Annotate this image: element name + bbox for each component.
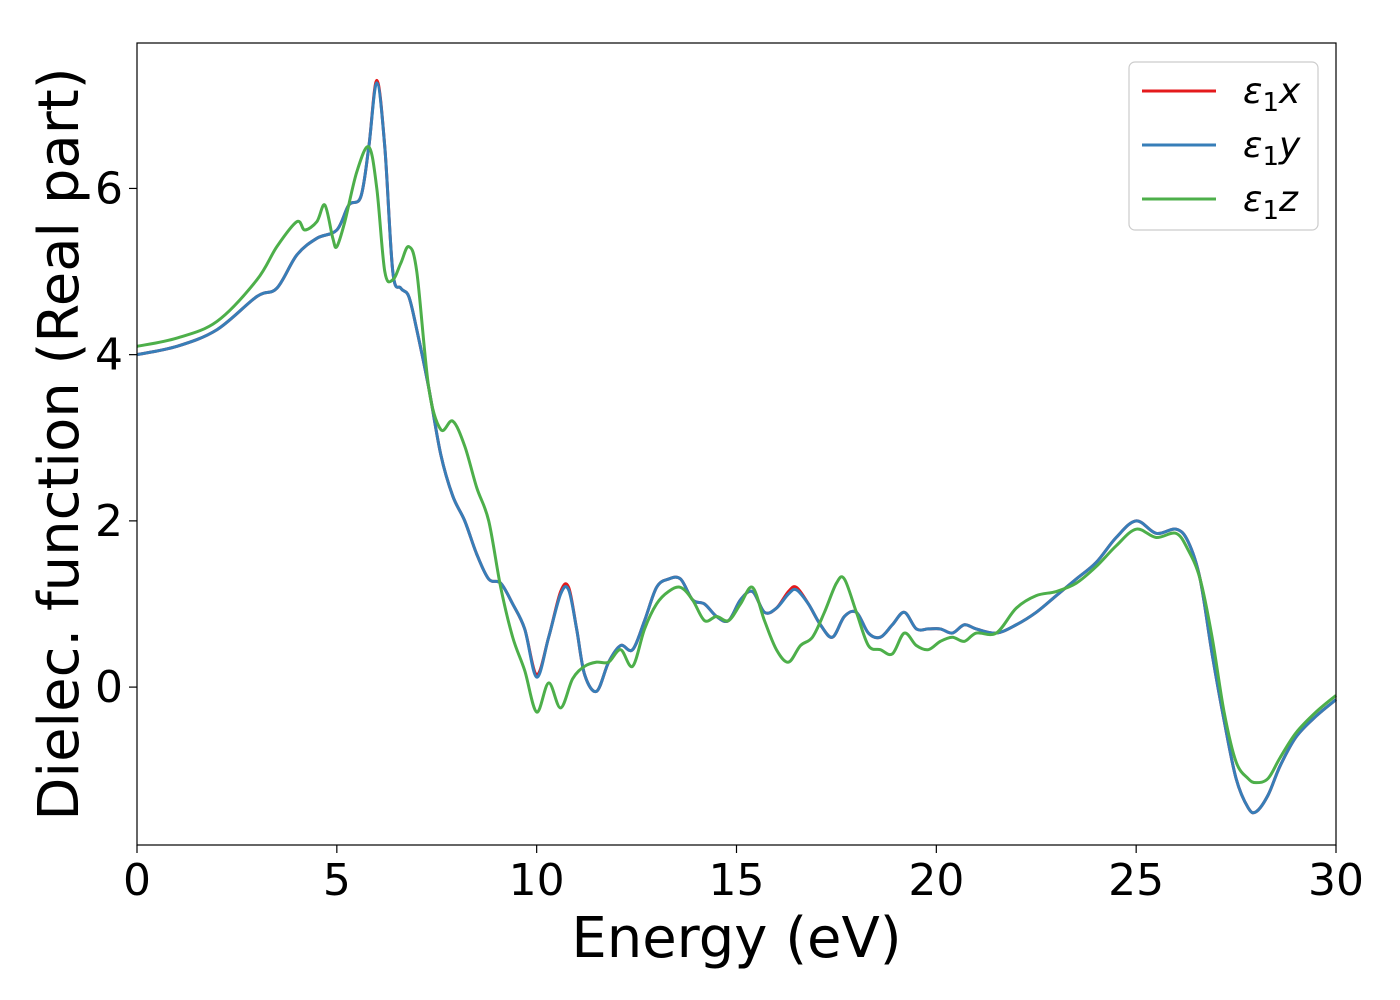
x-axis-ticks: 0 5 10 15 20 25 30	[123, 845, 1364, 906]
legend-items: ε1x ε1y ε1z	[1142, 71, 1301, 226]
x-tick-label: 25	[1108, 855, 1164, 906]
y-axis-label: Dielec. function (Real part)	[27, 67, 92, 820]
series-line-z	[136, 145, 1337, 785]
plot-frame	[136, 42, 1337, 846]
series-layer	[136, 78, 1337, 815]
y-tick-label: 2	[95, 496, 123, 547]
x-tick-label: 30	[1308, 855, 1364, 906]
x-tick-label: 5	[323, 855, 351, 906]
y-tick-label: 6	[95, 163, 123, 214]
y-tick-label: 4	[95, 330, 123, 381]
x-tick-label: 20	[908, 855, 964, 906]
y-axis-ticks: 0 2 4 6	[95, 163, 137, 713]
x-tick-label: 0	[123, 855, 151, 906]
y-tick-label: 0	[95, 662, 123, 713]
x-tick-label: 10	[509, 855, 565, 906]
legend-label-x: ε1x	[1243, 71, 1301, 118]
legend-label-z: ε1z	[1243, 179, 1299, 226]
legend-box	[1128, 61, 1319, 231]
legend-label-y: ε1y	[1243, 125, 1301, 172]
legend: ε1x ε1y ε1z	[1128, 61, 1319, 231]
x-tick-label: 15	[709, 855, 765, 906]
x-axis-label: Energy (eV)	[571, 906, 901, 971]
